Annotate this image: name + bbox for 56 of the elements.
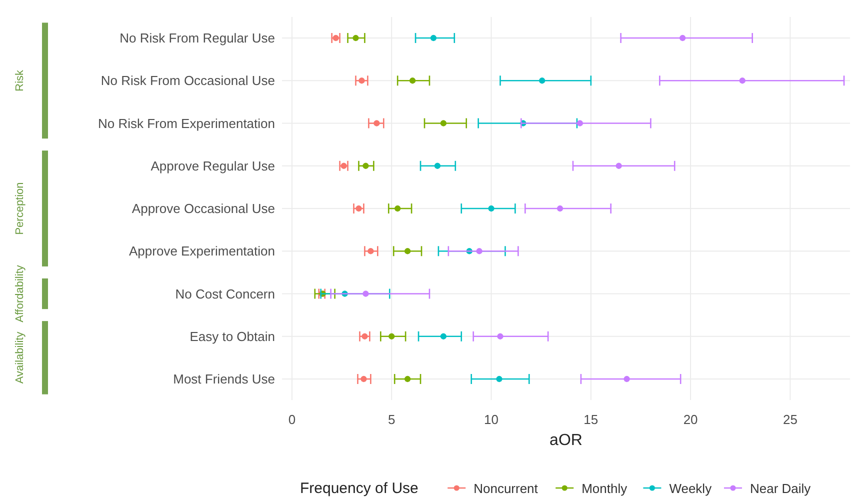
point xyxy=(404,248,411,254)
point xyxy=(362,333,368,340)
point xyxy=(394,205,401,212)
y-tick-label: Approve Experimentation xyxy=(129,244,275,259)
x-tick-label: 25 xyxy=(782,412,798,427)
point xyxy=(624,376,630,382)
x-tick-label: 0 xyxy=(288,412,296,427)
point xyxy=(362,162,369,169)
y-tick-label: Most Friends Use xyxy=(173,372,275,386)
point xyxy=(356,205,362,212)
x-tick-label: 20 xyxy=(683,412,698,427)
point xyxy=(680,34,686,42)
point xyxy=(388,333,395,340)
point xyxy=(497,333,504,340)
point xyxy=(430,34,437,42)
y-tick-label: Easy to Obtain xyxy=(190,328,275,344)
legend-title: Frequency of Use xyxy=(300,480,418,497)
point xyxy=(368,248,374,254)
point xyxy=(374,120,380,126)
point xyxy=(440,333,447,340)
text: Risk xyxy=(14,69,26,92)
point xyxy=(404,376,411,382)
legend-label: Weekly xyxy=(669,481,712,496)
text: Availability xyxy=(14,331,26,384)
point xyxy=(496,376,502,382)
text: Perception xyxy=(14,182,26,235)
point xyxy=(340,162,347,169)
point xyxy=(360,376,367,382)
point xyxy=(488,205,494,212)
point xyxy=(739,78,746,84)
point xyxy=(332,34,339,42)
point xyxy=(556,205,564,212)
legend-label: Monthly xyxy=(582,481,628,496)
point xyxy=(616,162,622,169)
point xyxy=(440,120,447,126)
text: Affordability xyxy=(14,264,26,322)
x-tick-label: 15 xyxy=(584,412,598,427)
point xyxy=(352,34,359,42)
y-tick-label: Approve Occasional Use xyxy=(132,201,275,216)
y-tick-label: No Risk From Regular Use xyxy=(120,30,275,46)
x-tick-label: 5 xyxy=(388,412,396,427)
point xyxy=(576,120,584,126)
point xyxy=(358,78,365,84)
x-axis-title: aOR xyxy=(550,432,582,449)
point xyxy=(476,248,482,254)
legend-label: Near Daily xyxy=(750,481,812,496)
x-tick-label: 10 xyxy=(484,412,498,427)
y-tick-label: No Risk From Experimentation xyxy=(98,116,275,131)
y-tick-label: No Cost Concern xyxy=(175,286,275,302)
point xyxy=(362,290,369,297)
y-tick-label: Approve Regular Use xyxy=(150,158,275,174)
point xyxy=(538,78,546,84)
y-tick-label: No Risk From Occasional Use xyxy=(100,73,275,88)
point xyxy=(434,162,441,169)
point xyxy=(409,78,416,84)
legend-label: Noncurrent xyxy=(474,481,538,496)
